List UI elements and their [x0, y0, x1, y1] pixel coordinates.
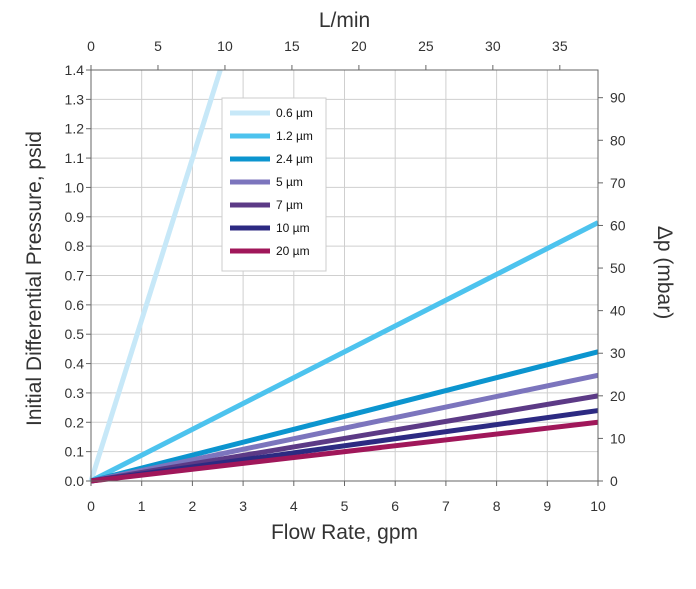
right-tick-label: 40 — [610, 303, 626, 319]
tick-labels: 0 1 2 3 4 5 6 7 8 9 10 0.0 0.1 0.2 0.3 0.4 0.5 0.6 0.7 0.8 0… — [65, 38, 626, 514]
legend-label: 20 µm — [276, 244, 310, 258]
right-tick-label: 0 — [610, 473, 618, 489]
x-tick-label: 8 — [493, 498, 501, 514]
right-axis-title: Δp (mbar) — [653, 226, 676, 319]
series-line — [90, 372, 599, 484]
y-tick-label: 0.0 — [65, 473, 85, 489]
y-tick-label: 0.1 — [65, 444, 85, 460]
y-tick-label: 0.4 — [65, 356, 85, 372]
top-tick-label: 5 — [154, 38, 162, 54]
series-lines — [88, 69, 600, 484]
y-tick-label: 0.2 — [65, 414, 85, 430]
legend-label: 5 µm — [276, 175, 303, 189]
x-tick-label: 1 — [138, 498, 146, 514]
top-tick-label: 0 — [87, 38, 95, 54]
right-tick-label: 60 — [610, 217, 626, 233]
y-tick-label: 0.3 — [65, 385, 85, 401]
y-tick-label: 0.7 — [65, 268, 85, 284]
x-tick-label: 2 — [189, 498, 197, 514]
y-tick-label: 1.2 — [65, 121, 85, 137]
x-tick-label: 10 — [590, 498, 606, 514]
series-line — [88, 69, 223, 482]
right-tick-label: 50 — [610, 260, 626, 276]
legend-label: 2.4 µm — [276, 152, 313, 166]
top-tick-label: 15 — [284, 38, 300, 54]
series-line — [90, 419, 599, 484]
y-tick-label: 1.4 — [65, 62, 85, 78]
legend-label: 10 µm — [276, 221, 310, 235]
x-tick-label: 4 — [290, 498, 298, 514]
series-line — [90, 349, 599, 484]
top-axis-title: L/min — [319, 9, 370, 32]
right-tick-label: 70 — [610, 175, 626, 191]
top-tick-label: 10 — [217, 38, 233, 54]
y-tick-label: 0.9 — [65, 209, 85, 225]
right-tick-label: 30 — [610, 345, 626, 361]
x-axis-title: Flow Rate, gpm — [271, 521, 418, 544]
y-tick-label: 1.3 — [65, 91, 85, 107]
top-tick-label: 35 — [552, 38, 568, 54]
x-tick-label: 7 — [442, 498, 450, 514]
x-tick-label: 9 — [543, 498, 551, 514]
right-tick-label: 20 — [610, 388, 626, 404]
top-tick-label: 20 — [351, 38, 367, 54]
x-tick-label: 6 — [391, 498, 399, 514]
y-tick-label: 0.5 — [65, 326, 85, 342]
legend-label: 7 µm — [276, 198, 303, 212]
legend-label: 0.6 µm — [276, 106, 313, 120]
tick-marks — [86, 65, 603, 486]
y-tick-label: 0.6 — [65, 297, 85, 313]
x-tick-label: 0 — [87, 498, 95, 514]
y-tick-label: 1.1 — [65, 150, 85, 166]
x-tick-label: 3 — [239, 498, 247, 514]
top-tick-label: 25 — [418, 38, 434, 54]
right-tick-label: 90 — [610, 90, 626, 106]
legend: 0.6 µm 1.2 µm 2.4 µm 5 µm 7 µm 10 µm 20 µm — [221, 97, 327, 272]
y-tick-label: 1.0 — [65, 179, 85, 195]
x-tick-label: 5 — [341, 498, 349, 514]
right-tick-label: 80 — [610, 132, 626, 148]
legend-label: 1.2 µm — [276, 129, 313, 143]
right-tick-label: 10 — [610, 430, 626, 446]
series-line — [89, 220, 600, 484]
y-tick-label: 0.8 — [65, 238, 85, 254]
y-axis-title: Initial Differential Pressure, psid — [23, 131, 46, 426]
top-tick-label: 30 — [485, 38, 501, 54]
